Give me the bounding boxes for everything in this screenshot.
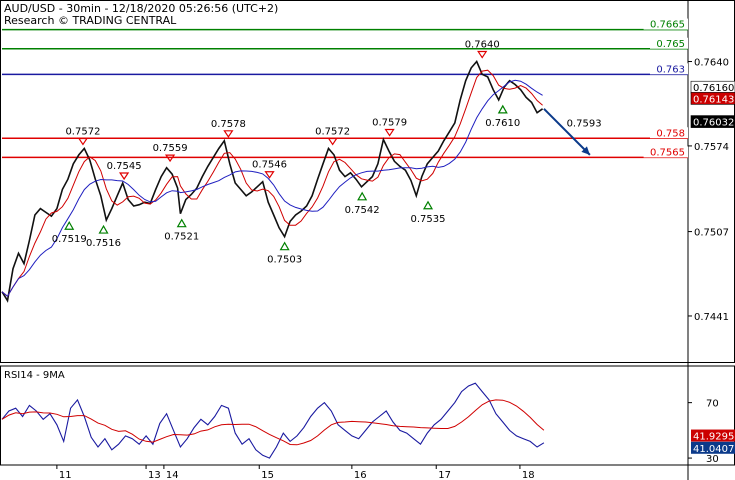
x-tick-label: 13	[148, 470, 161, 480]
level-label: 0.7565	[650, 147, 685, 158]
level-label-bg	[650, 37, 688, 49]
x-tick-label: 15	[261, 470, 274, 480]
price-series-line	[1, 60, 544, 303]
y-tick-label: 0.7507	[694, 228, 729, 239]
resistance-value-label: 0.7579	[372, 118, 407, 129]
resistance-value-label: 0.7545	[107, 161, 142, 172]
support-value-label: 0.7535	[411, 214, 446, 225]
rsi-badge	[691, 441, 735, 454]
x-tick-label: 11	[59, 470, 72, 480]
resistance-marker-icon	[264, 171, 275, 179]
support-marker-icon	[357, 191, 368, 201]
rsi-badge-label: 41.0407	[693, 444, 734, 455]
support-marker-icon	[422, 200, 434, 210]
level-label-bg	[650, 63, 688, 75]
resistance-marker-icon	[77, 137, 89, 146]
level-label: 0.758	[656, 128, 685, 139]
x-tick-label: 16	[354, 470, 367, 480]
x-tick-label: 18	[522, 470, 535, 480]
price-badge-label: 0.76160	[693, 83, 734, 94]
support-value-label: 0.7503	[267, 255, 302, 266]
support-value-label: 0.7519	[52, 234, 87, 245]
resistance-marker-icon	[477, 50, 488, 59]
rsi-badge-label: 41.9295	[693, 432, 734, 443]
rsi-panel-title: RSI14 - 9MA	[4, 370, 65, 381]
support-value-label: 0.7542	[345, 205, 380, 216]
projection-arrow-head	[581, 146, 590, 155]
resistance-value-label: 0.7578	[211, 119, 246, 130]
price-badge	[690, 92, 735, 105]
rsi-panel-frame	[0, 365, 735, 466]
rsi-y-tick-label: 30	[706, 454, 719, 465]
resistance-value-label: 0.7572	[65, 126, 100, 137]
x-tick-label: 14	[166, 470, 179, 480]
projection-label: 0.7593	[567, 119, 602, 130]
rsi-series-line	[1, 382, 545, 459]
price-badge-label: 0.76143	[693, 94, 734, 105]
resistance-value-label: 0.7640	[465, 40, 500, 51]
level-label-bg	[650, 127, 688, 139]
support-marker-icon	[497, 104, 508, 114]
support-marker-icon	[176, 218, 187, 228]
level-label-bg	[643, 146, 688, 158]
level-label-bg	[643, 18, 688, 30]
support-marker-icon	[279, 241, 290, 251]
resistance-marker-icon	[223, 130, 234, 138]
level-label: 0.763	[656, 64, 685, 75]
support-marker-icon	[64, 221, 75, 230]
support-value-label: 0.7516	[86, 238, 121, 249]
projection-arrow-line	[543, 108, 591, 156]
y-tick-label: 0.7640	[694, 58, 729, 69]
resistance-marker-icon	[327, 137, 338, 146]
rsi-y-tick-label: 70	[706, 399, 719, 410]
resistance-marker-icon	[384, 128, 395, 137]
resistance-value-label: 0.7572	[315, 126, 350, 137]
support-marker-icon	[98, 224, 109, 234]
rsi-ma-line	[1, 399, 545, 446]
y-tick-label: 0.7574	[694, 142, 729, 153]
level-label: 0.7665	[650, 20, 685, 31]
resistance-value-label: 0.7559	[153, 143, 188, 154]
resistance-marker-icon	[164, 154, 176, 163]
resistance-marker-icon	[118, 172, 130, 181]
rsi-badge	[691, 429, 735, 442]
y-tick-label: 0.7441	[694, 312, 729, 323]
price-fast-ma-line	[1, 69, 543, 297]
x-tick-label: 17	[438, 470, 451, 480]
chart-title: AUD/USD - 30min - 12/18/2020 05:26:56 (U…	[4, 2, 278, 15]
price-badge	[690, 115, 735, 128]
price-slow-ma-line	[1, 79, 543, 297]
chart-subtitle: Research © TRADING CENTRAL	[4, 14, 177, 27]
support-value-label: 0.7610	[485, 118, 520, 129]
level-label: 0.765	[656, 39, 685, 50]
resistance-value-label: 0.7546	[252, 160, 287, 171]
support-value-label: 0.7521	[164, 232, 199, 243]
price-badge-label: 0.76032	[693, 118, 734, 129]
